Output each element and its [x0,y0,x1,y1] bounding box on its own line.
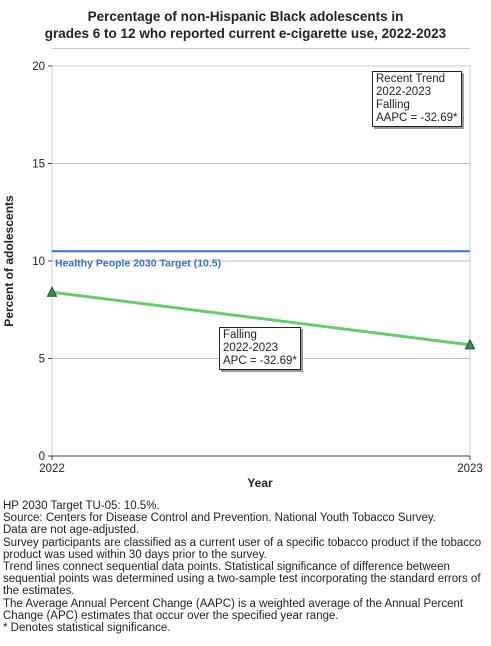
trend-annotation-line-3: Falling [376,99,410,111]
footnote-trend-lines: Trend lines connect sequential data poin… [3,561,481,598]
footnote-age-adjusted: Data are not age-adjusted. [3,524,140,537]
segment-annotation-line-3: APC = -32.69* [223,355,297,367]
x-tick-label: 2023 [457,463,483,475]
y-axis-title: Percent of adolescents [2,195,16,327]
x-tick-label: 2022 [39,463,65,475]
x-axis-title: Year [247,476,273,490]
y-tick-label: 0 [39,451,45,463]
chart-title-line-2: grades 6 to 12 who reported current e-ci… [44,26,447,41]
data-point-2023 [464,338,476,350]
series-line [51,290,471,347]
line-chart: 0 5 10 15 20 2022 2023 Healthy People 2030 Ta… [2,61,483,490]
footnote-source: Source: Centers for Disease Control and … [3,512,436,525]
chart-title: Percentage of non-Hispanic Black adolesc… [0,8,491,42]
recent-trend-annotation: Recent Trend 2022-2023 Falling AAPC = -3… [372,71,462,127]
y-tick-label: 15 [32,159,45,171]
footnotes: HP 2030 Target TU-05: 10.5%. Source: Cen… [3,500,491,634]
trend-annotation-line-4: AAPC = -32.69* [376,112,458,124]
y-tick-label: 10 [32,256,45,268]
trend-annotation-line-1: Recent Trend [376,73,446,85]
footnote-aapc: The Average Annual Percent Change (AAPC)… [3,597,464,622]
y-tick-label: 5 [39,354,45,366]
footnote-definition: Survey participants are classified as a … [3,536,482,561]
chart-title-line-1: Percentage of non-Hispanic Black adolesc… [87,9,404,24]
target-label: Healthy People 2030 Target (10.5) [55,257,221,269]
footnote-significance: * Denotes statistical significance. [3,622,171,635]
series-group [46,286,476,350]
data-point-2022 [46,286,58,297]
trend-annotation-line-2: 2022-2023 [376,86,431,98]
segment-annotation-line-1: Falling [223,329,257,341]
footnote-target: HP 2030 Target TU-05: 10.5%. [3,500,160,512]
segment-annotation-line-2: 2022-2023 [223,342,278,354]
y-axis-ticks: 0 5 10 15 20 [32,61,52,463]
target-line-group: Healthy People 2030 Target (10.5) [52,250,470,269]
segment-annotation: Falling 2022-2023 APC = -32.69* [219,327,301,370]
y-tick-label: 20 [32,61,45,73]
title-divider [52,48,470,49]
x-axis-ticks: 2022 2023 [39,456,483,475]
